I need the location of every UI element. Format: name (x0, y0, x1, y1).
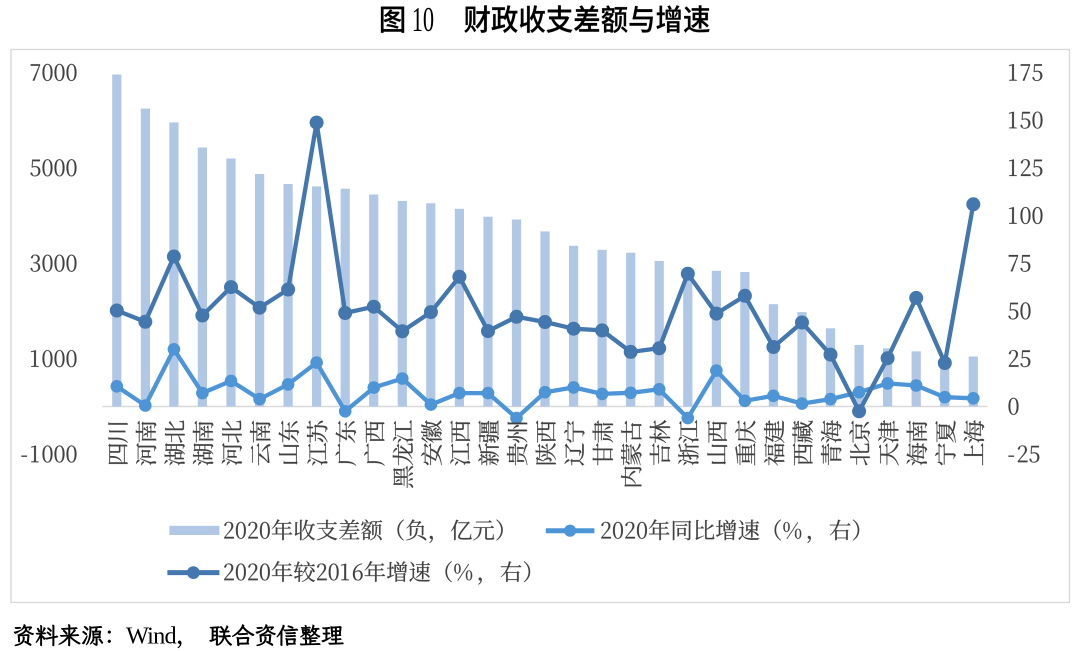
svg-text:10: 10 (412, 1, 434, 39)
svg-text:Wind: Wind (126, 623, 176, 650)
